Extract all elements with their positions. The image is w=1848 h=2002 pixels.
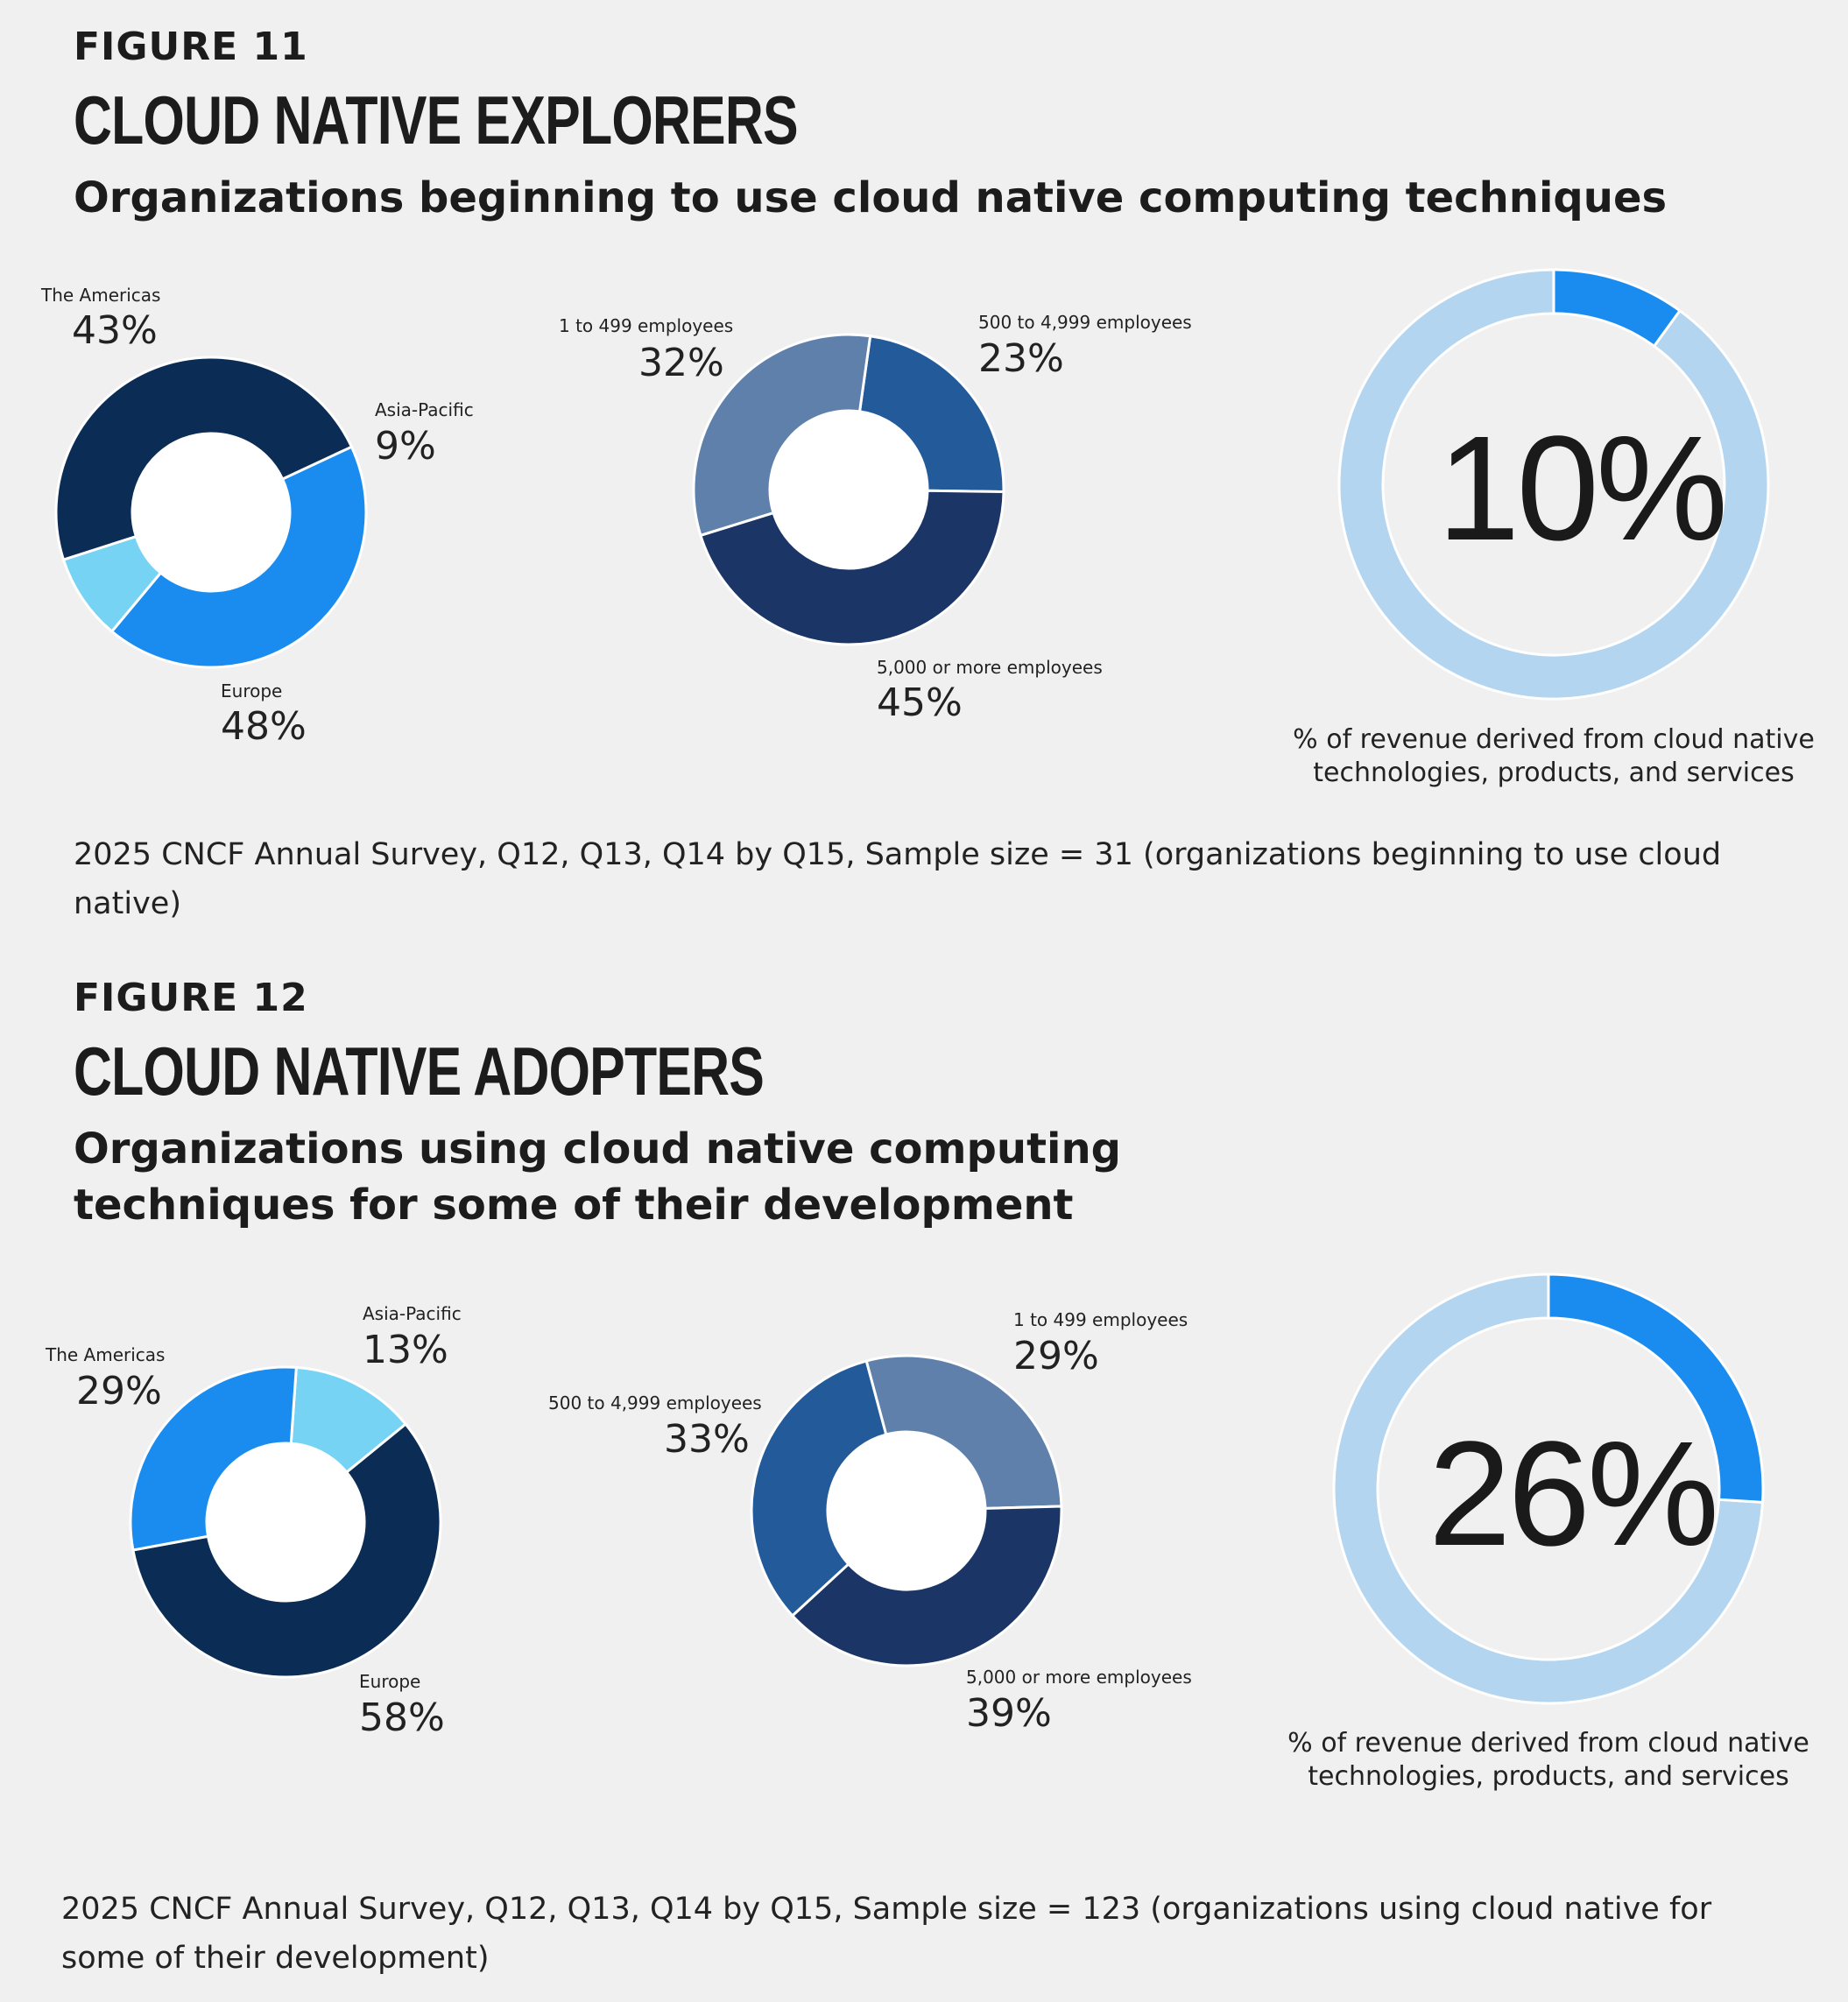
segment-value: 23%: [978, 336, 1064, 381]
figure-11-label: FIGURE 11: [74, 25, 308, 69]
revenue-percent-value: 10%: [1436, 405, 1728, 572]
segment-label: Europe: [359, 1671, 421, 1692]
segment-label: 1 to 499 employees: [1013, 1309, 1189, 1330]
segment-value: 9%: [375, 424, 436, 469]
donut-hole: [828, 1432, 985, 1590]
donut-slice-asia-pacific: [61, 534, 163, 634]
donut-slice-the-americas: [109, 445, 368, 669]
donut-slice-5-000-or-more-employees: [699, 489, 1005, 646]
segment-label: 5,000 or more employees: [966, 1667, 1192, 1688]
segment-value: 39%: [966, 1691, 1052, 1736]
segment-value: 33%: [664, 1417, 750, 1462]
segment-label: 500 to 4,999 employees: [978, 312, 1192, 333]
segment-label: Europe: [221, 680, 283, 701]
segment-label: 5,000 or more employees: [877, 657, 1103, 678]
donut-slice-1-to-499-employees: [864, 1354, 1063, 1510]
revenue-percent-value: 26%: [1428, 1411, 1719, 1577]
segment-label: 1 to 499 employees: [559, 315, 734, 336]
segment-value: 43%: [72, 308, 158, 353]
donut-hole: [207, 1443, 364, 1601]
donut-slice-asia-pacific: [289, 1365, 408, 1475]
donut-hole: [132, 434, 290, 591]
figure-12-source: 2025 CNCF Annual Survey, Q12, Q13, Q14 b…: [61, 1892, 1712, 1976]
figure-12-title: CLOUD NATIVE ADOPTERS: [74, 1033, 765, 1110]
segment-label: Asia-Pacific: [375, 399, 474, 420]
donut-slice-europe: [131, 1422, 442, 1679]
segment-label: The Americas: [41, 285, 161, 306]
revenue-caption: % of revenue derived from cloud native t…: [1287, 1728, 1809, 1792]
segment-label: The Americas: [46, 1344, 166, 1365]
figure-11-title: CLOUD NATIVE EXPLORERS: [74, 81, 799, 159]
donut-slice-europe: [54, 356, 354, 561]
donut-hole: [770, 411, 928, 568]
segment-label: Asia-Pacific: [363, 1303, 462, 1324]
revenue-caption: % of revenue derived from cloud native t…: [1293, 724, 1815, 788]
figure-11-subtitle: Organizations beginning to use cloud nat…: [74, 173, 1668, 222]
figure-12-label: FIGURE 12: [74, 976, 308, 1020]
segment-label: 500 to 4,999 employees: [548, 1392, 762, 1413]
segment-value: 29%: [76, 1369, 162, 1413]
figure-12-subtitle: Organizations using cloud native computi…: [74, 1124, 1121, 1230]
segment-value: 32%: [638, 341, 724, 385]
figure-11-source: 2025 CNCF Annual Survey, Q12, Q13, Q14 b…: [74, 837, 1722, 921]
segment-value: 58%: [359, 1695, 445, 1740]
segment-value: 45%: [877, 680, 963, 725]
ring-value-segment: [1552, 268, 1682, 349]
segment-value: 48%: [221, 704, 307, 749]
donut-slice-5-000-or-more-employees: [790, 1505, 1063, 1667]
donut-slice-500-to-4-999-employees: [750, 1359, 888, 1618]
segment-value: 13%: [363, 1328, 448, 1372]
segment-value: 29%: [1013, 1334, 1099, 1378]
